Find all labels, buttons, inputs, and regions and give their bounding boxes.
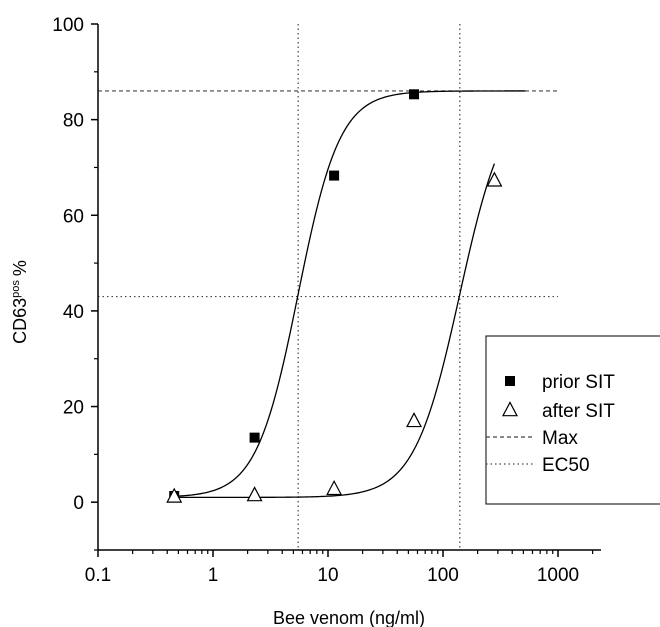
x-tick-label: 100 xyxy=(427,565,459,586)
data-markers xyxy=(166,89,503,503)
y-axis-label: CD63pos% xyxy=(10,260,30,344)
x-tick-label: 1000 xyxy=(537,565,579,586)
reference-lines xyxy=(98,24,558,550)
data-point-prior-sit xyxy=(329,170,340,181)
fit-curves xyxy=(174,90,526,499)
data-point-after-sit xyxy=(246,486,263,502)
y-tick-label: 60 xyxy=(63,206,84,227)
y-tick-label: 100 xyxy=(52,15,84,36)
data-point-after-sit xyxy=(166,487,183,503)
fit-curve-prior-sit xyxy=(174,90,526,497)
x-tick-label: 1 xyxy=(208,565,219,586)
legend: prior SIT after SIT Max EC50 xyxy=(485,335,660,505)
data-point-after-sit xyxy=(326,479,343,496)
legend-symbol-square xyxy=(505,376,515,386)
x-axis-label: Bee venom (ng/ml) xyxy=(273,608,425,627)
legend-label: Max xyxy=(542,428,578,449)
y-tick-label: 80 xyxy=(63,111,84,132)
y-axis-label-unit: % xyxy=(10,260,30,276)
y-tick-label: 40 xyxy=(63,302,84,323)
legend-label: EC50 xyxy=(542,455,590,476)
x-tick-label: 0.1 xyxy=(85,565,111,586)
data-point-prior-sit xyxy=(409,89,420,100)
data-point-after-sit xyxy=(406,412,423,428)
legend-label: prior SIT xyxy=(542,372,615,393)
y-axis-label-main: CD63 xyxy=(10,298,30,344)
y-axis-label-superscript: pos xyxy=(10,280,22,298)
axes: 0 20 40 60 80 100 0.1 1 10 100 1000 xyxy=(52,15,601,586)
data-point-after-sit xyxy=(486,171,503,187)
legend-symbol-triangle xyxy=(502,401,518,417)
y-tick-label: 0 xyxy=(73,493,84,514)
fit-curve-after-sit xyxy=(174,163,496,499)
legend-box xyxy=(485,335,660,505)
y-tick-label: 20 xyxy=(63,398,84,419)
legend-label: after SIT xyxy=(542,401,615,422)
x-tick-label: 10 xyxy=(317,565,338,586)
data-point-prior-sit xyxy=(249,432,260,443)
